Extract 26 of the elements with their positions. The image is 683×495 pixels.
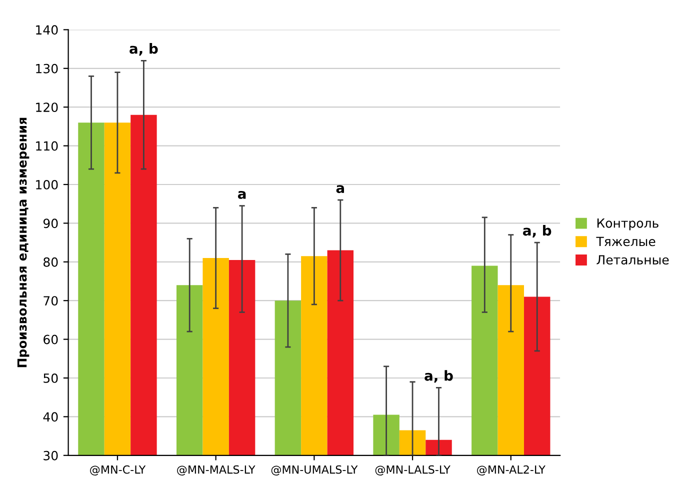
y-tick-label: 80 [44,257,58,267]
x-tick-label: @MN-UMALS-LY [271,465,358,476]
x-tick-label: @MN-MALS-LY [177,465,256,476]
annotation: a, b [522,224,552,238]
legend-label: Тяжелые [596,236,656,246]
y-tick-label: 120 [36,102,58,112]
annotation: a, b [130,43,158,56]
annotation: a [238,190,246,199]
annotation: a [336,185,344,194]
y-tick-label: 60 [44,334,58,344]
y-tick-label: 110 [36,141,58,151]
y-tick-label: 130 [36,64,58,74]
y-tick-label: 100 [36,180,58,190]
legend-label: Летальные [596,255,669,265]
y-tick-label: 70 [44,296,58,306]
y-axis-title: Произвольная единица измерения [17,118,30,368]
y-tick-label: 140 [36,25,58,35]
y-tick-label: 40 [43,412,58,422]
x-tick-label: @MN-C-LY [90,465,146,476]
y-tick-label: 90 [43,218,58,228]
y-tick-label: 50 [44,373,58,383]
y-tick-label: 30 [44,450,58,460]
x-tick-label: @MN-LALS-LY [375,465,450,476]
x-tick-label: @MN-AL2-LY [477,465,546,476]
annotation: a, b [424,370,453,383]
legend-label: Контроль [597,218,658,230]
